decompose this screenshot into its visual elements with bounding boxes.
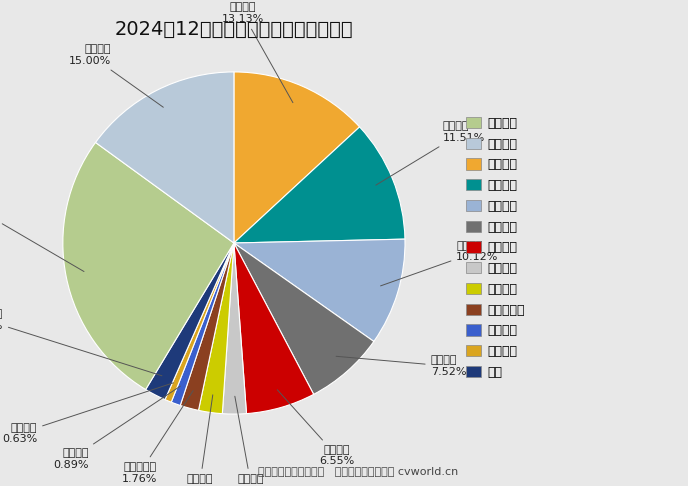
Text: 中国重汽
15.00%: 中国重汽 15.00%: [69, 44, 163, 107]
Text: 远程商用车
1.76%: 远程商用车 1.76%: [122, 391, 193, 484]
Wedge shape: [180, 243, 234, 410]
Wedge shape: [234, 243, 374, 394]
Text: 北奔重汽
0.89%: 北奔重汽 0.89%: [53, 386, 180, 470]
Wedge shape: [234, 127, 405, 243]
Legend: 一汽解放, 中国重汽, 陕汽集团, 东风公司, 福田汽车, 徐工汽车, 三一重卡, 江淮汽车, 北汽重卡, 远程商用车, 北奔重汽, 上汽红岩, 其他: 一汽解放, 中国重汽, 陕汽集团, 东风公司, 福田汽车, 徐工汽车, 三一重卡…: [461, 112, 530, 384]
Text: 福田汽车
10.12%: 福田汽车 10.12%: [380, 241, 499, 286]
Text: 三一重卡
6.55%: 三一重卡 6.55%: [277, 390, 354, 467]
Text: 其他
2.03%: 其他 2.03%: [0, 309, 162, 376]
Text: 一汽解放
26.37%: 一汽解放 26.37%: [0, 198, 84, 272]
Text: 陕汽集团
13.13%: 陕汽集团 13.13%: [222, 2, 293, 103]
Text: 2024年12月份牵引车市场终端销售占比: 2024年12月份牵引车市场终端销售占比: [115, 19, 353, 38]
Wedge shape: [222, 243, 246, 414]
Wedge shape: [234, 72, 360, 243]
Text: 东风公司
11.51%: 东风公司 11.51%: [376, 121, 485, 185]
Wedge shape: [96, 72, 234, 243]
Text: 徐工汽车
7.52%: 徐工汽车 7.52%: [336, 355, 466, 377]
Wedge shape: [234, 243, 314, 414]
Wedge shape: [199, 243, 234, 414]
Text: 数据来源：交强险统计   制图：第一商用车网 cvworld.cn: 数据来源：交强险统计 制图：第一商用车网 cvworld.cn: [257, 466, 458, 476]
Wedge shape: [146, 243, 234, 399]
Wedge shape: [165, 243, 234, 402]
Wedge shape: [234, 239, 405, 342]
Text: 江淮汽车
2.25%: 江淮汽车 2.25%: [233, 396, 269, 486]
Wedge shape: [63, 142, 234, 390]
Text: 北汽重卡
2.24%: 北汽重卡 2.24%: [182, 395, 217, 486]
Text: 上汽红岩
0.63%: 上汽红岩 0.63%: [2, 383, 173, 444]
Wedge shape: [171, 243, 234, 405]
